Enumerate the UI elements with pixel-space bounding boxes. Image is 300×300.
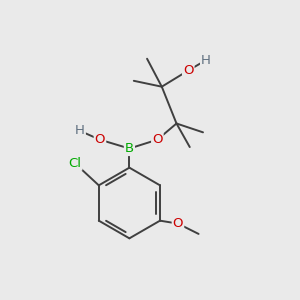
Text: H: H xyxy=(75,124,85,137)
Text: B: B xyxy=(125,142,134,155)
Text: H: H xyxy=(201,54,211,67)
Text: Cl: Cl xyxy=(68,157,81,170)
Text: O: O xyxy=(173,217,183,230)
Text: O: O xyxy=(152,133,163,146)
Text: O: O xyxy=(95,133,105,146)
Text: O: O xyxy=(183,64,194,77)
